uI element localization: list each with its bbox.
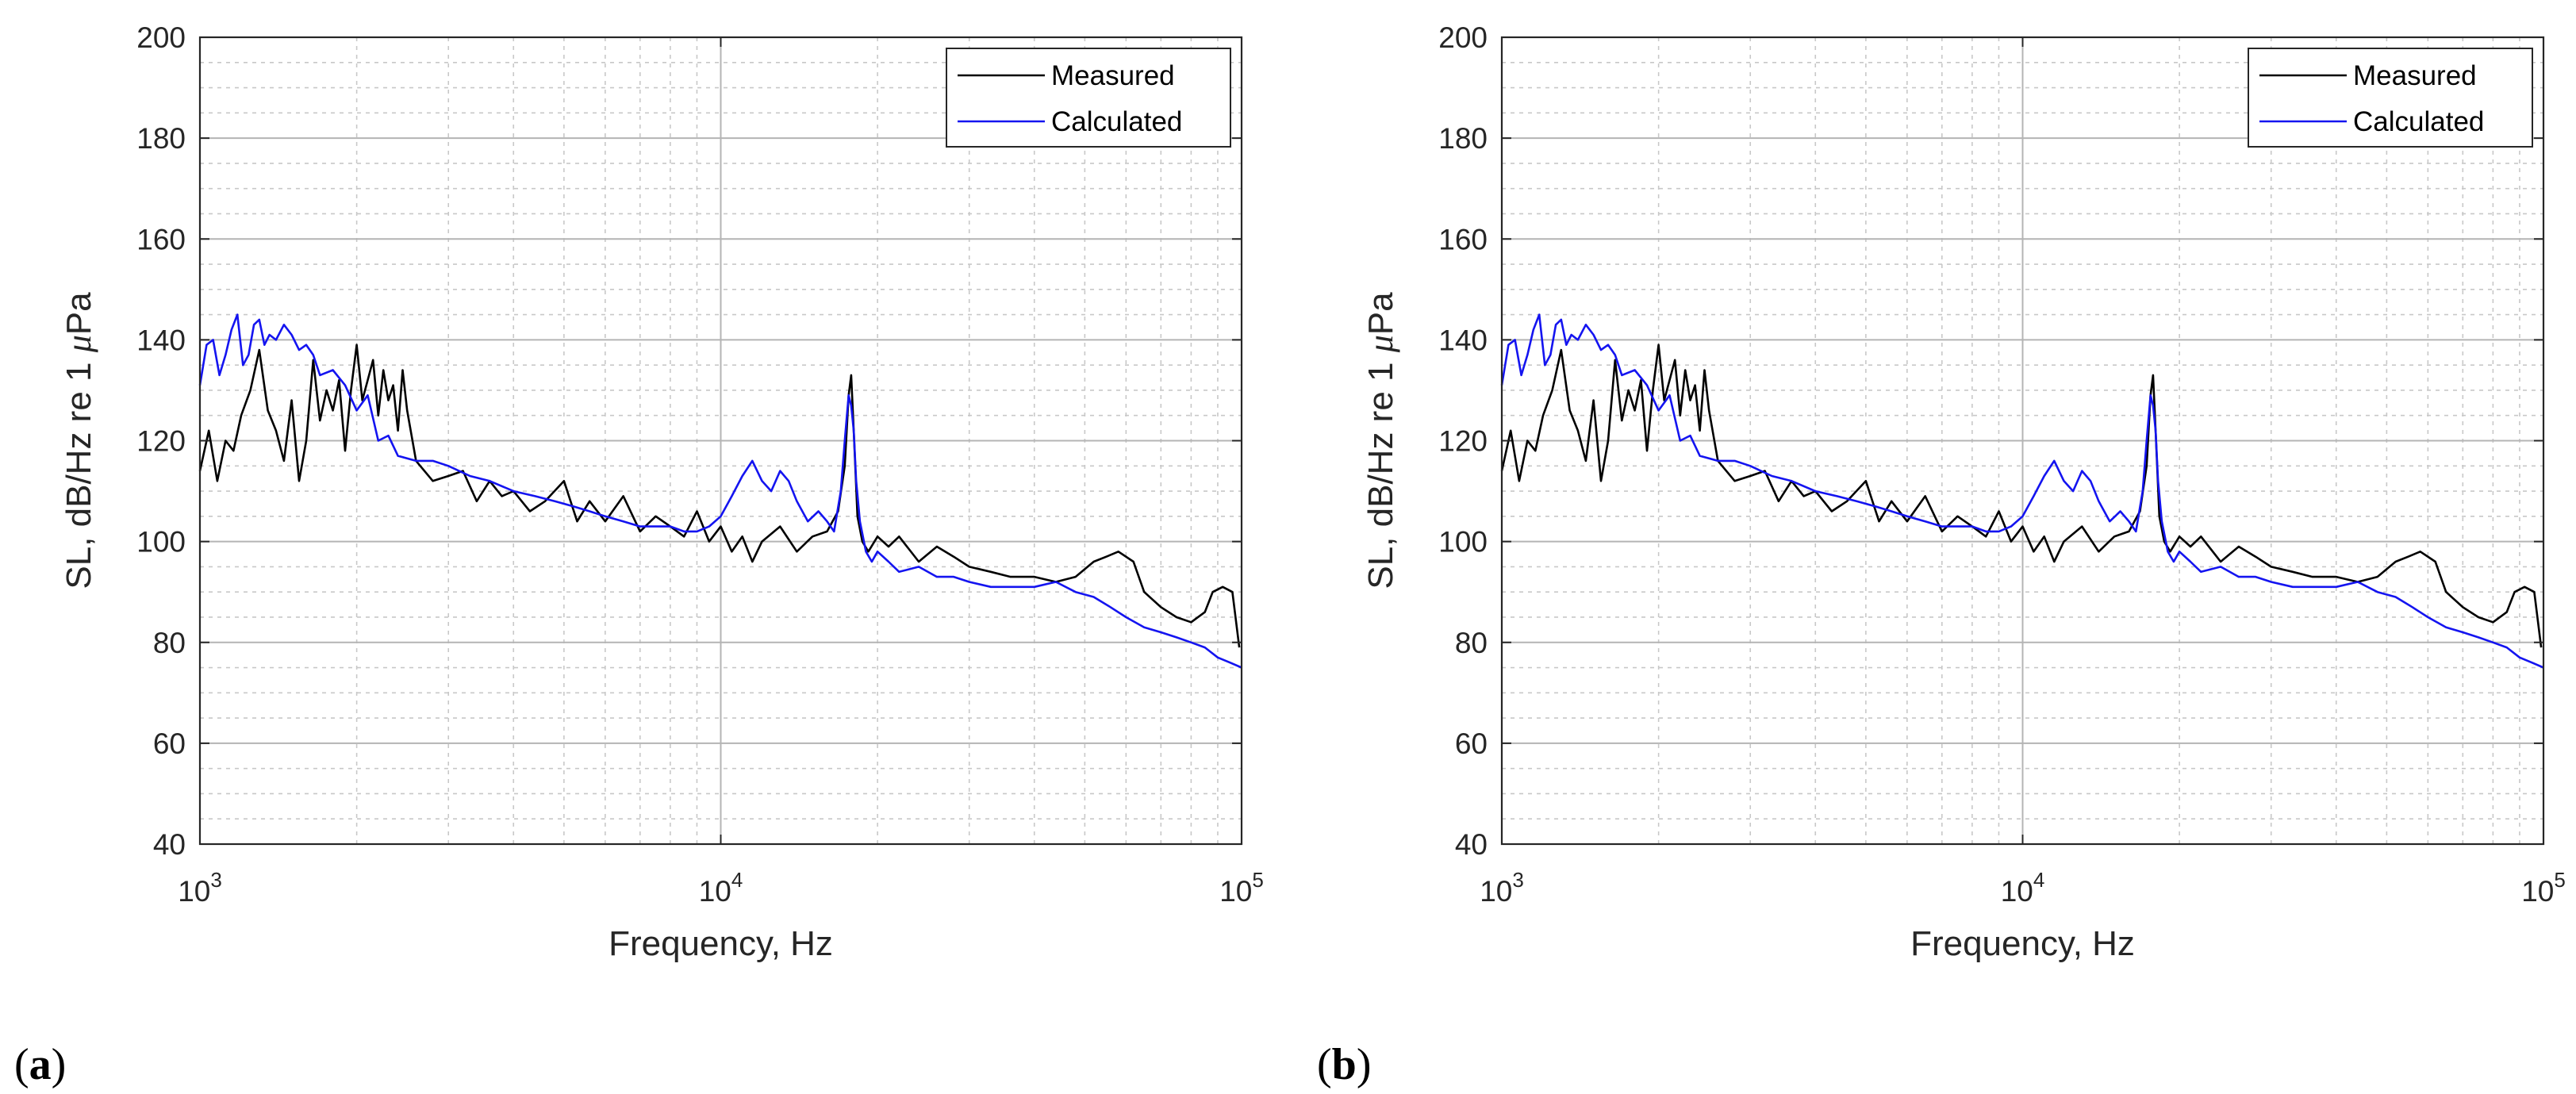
chart-b-y-tick-label: 80 [1455,627,1488,659]
chart-a-x-axis-label: Frequency, Hz [608,924,833,963]
chart-b-y-tick-label: 200 [1438,21,1488,54]
chart-b-x-axis-label: Frequency, Hz [1910,924,2135,963]
chart-a-legend-label-measured: Measured [1051,60,1175,91]
chart-b-x-tick-base: 10 [1480,875,1512,908]
chart-b-x-tick-base: 10 [2001,875,2033,908]
chart-b-y-axis-label-mu: μ [1361,335,1400,353]
chart-a-series-calculated-line [198,313,1242,669]
chart-a-y-axis-label-mu: μ [60,335,98,353]
chart-b-legend-label-calculated: Calculated [2353,106,2484,137]
panel-label-letter: b [1332,1040,1357,1089]
chart-b-x-tick-label: 105 [2521,868,2566,908]
chart-b-y-tick-label: 160 [1438,223,1488,255]
panel-label-close-paren: ) [1357,1040,1372,1089]
chart-a-legend-box [946,48,1231,148]
chart-b-series-measured-line [1500,344,2543,648]
chart-b-legend: Measured Calculated [2248,48,2533,148]
chart-a-y-axis-label-unit: Pa [60,292,98,335]
chart-a-y-axis-label: SL, dB/Hz re 1 μPa [60,292,98,589]
chart-b-legend-label-measured: Measured [2353,60,2477,91]
chart-b-y-tick-label: 40 [1455,828,1488,861]
chart-b-y-tick-label: 140 [1438,324,1488,356]
chart-a-x-tick-exponent: 3 [210,868,221,892]
chart-b-tick-marks [1501,36,2544,845]
chart-a-y-tick-label: 80 [153,627,186,659]
panel-label-open-paren: ( [14,1040,29,1089]
chart-b-legend-box [2248,48,2533,148]
chart-a-x-tick-exponent: 4 [731,868,743,892]
chart-a-y-tick-label: 120 [136,425,186,458]
chart-b-x-tick-label: 104 [2001,868,2045,908]
panel-label-open-paren: ( [1317,1040,1332,1089]
chart-a-tick-marks [199,36,1242,845]
chart-b-x-tick-exponent: 5 [2554,868,2565,892]
chart-a-x-tick-label: 105 [1219,868,1264,908]
chart-a-y-axis-label-text: SL, dB/Hz re 1 [60,352,98,589]
chart-b-x-tick-exponent: 4 [2033,868,2044,892]
chart-b-y-axis-label-unit: Pa [1361,292,1400,335]
chart-a-y-tick-label: 160 [136,223,186,255]
chart-b-y-tick-label: 120 [1438,425,1488,458]
chart-b-y-axis-label-text: SL, dB/Hz re 1 [1361,352,1400,589]
chart-a-x-tick-base: 10 [178,875,210,908]
panel-label-a: (a) [14,1040,66,1089]
chart-b-x-tick-label: 103 [1480,868,1524,908]
chart-a-y-tick-label: 180 [136,122,186,155]
panel-label-close-paren: ) [52,1040,67,1089]
panel-label-b: (b) [1317,1040,1371,1089]
chart-a-x-tick-label: 103 [178,868,222,908]
chart-a-x-tick-label: 104 [699,868,743,908]
chart-a-x-tick-exponent: 5 [1252,868,1263,892]
chart-a-y-tick-label: 100 [136,526,186,559]
chart-a-y-tick-label: 40 [153,828,186,861]
chart-a-legend-label-calculated: Calculated [1051,106,1182,137]
chart-a-x-tick-base: 10 [1219,875,1252,908]
chart-b-y-tick-label: 60 [1455,727,1488,760]
chart-a-legend: Measured Calculated [946,48,1231,148]
chart-a-y-tick-label: 200 [136,21,186,54]
panel-label-letter: a [29,1040,52,1089]
chart-b-x-tick-exponent: 3 [1512,868,1523,892]
chart-b-y-tick-label: 180 [1438,122,1488,155]
chart-b-y-axis-label: SL, dB/Hz re 1 μPa [1361,292,1400,589]
chart-b-y-tick-label: 100 [1438,526,1488,559]
chart-a-y-tick-label: 140 [136,324,186,356]
chart-a-x-tick-base: 10 [699,875,731,908]
chart-b-x-tick-base: 10 [2521,875,2554,908]
chart-b-series-calculated-line [1500,313,2544,669]
chart-a-series-measured-line [198,344,1241,648]
chart-a-y-tick-label: 60 [153,727,186,760]
